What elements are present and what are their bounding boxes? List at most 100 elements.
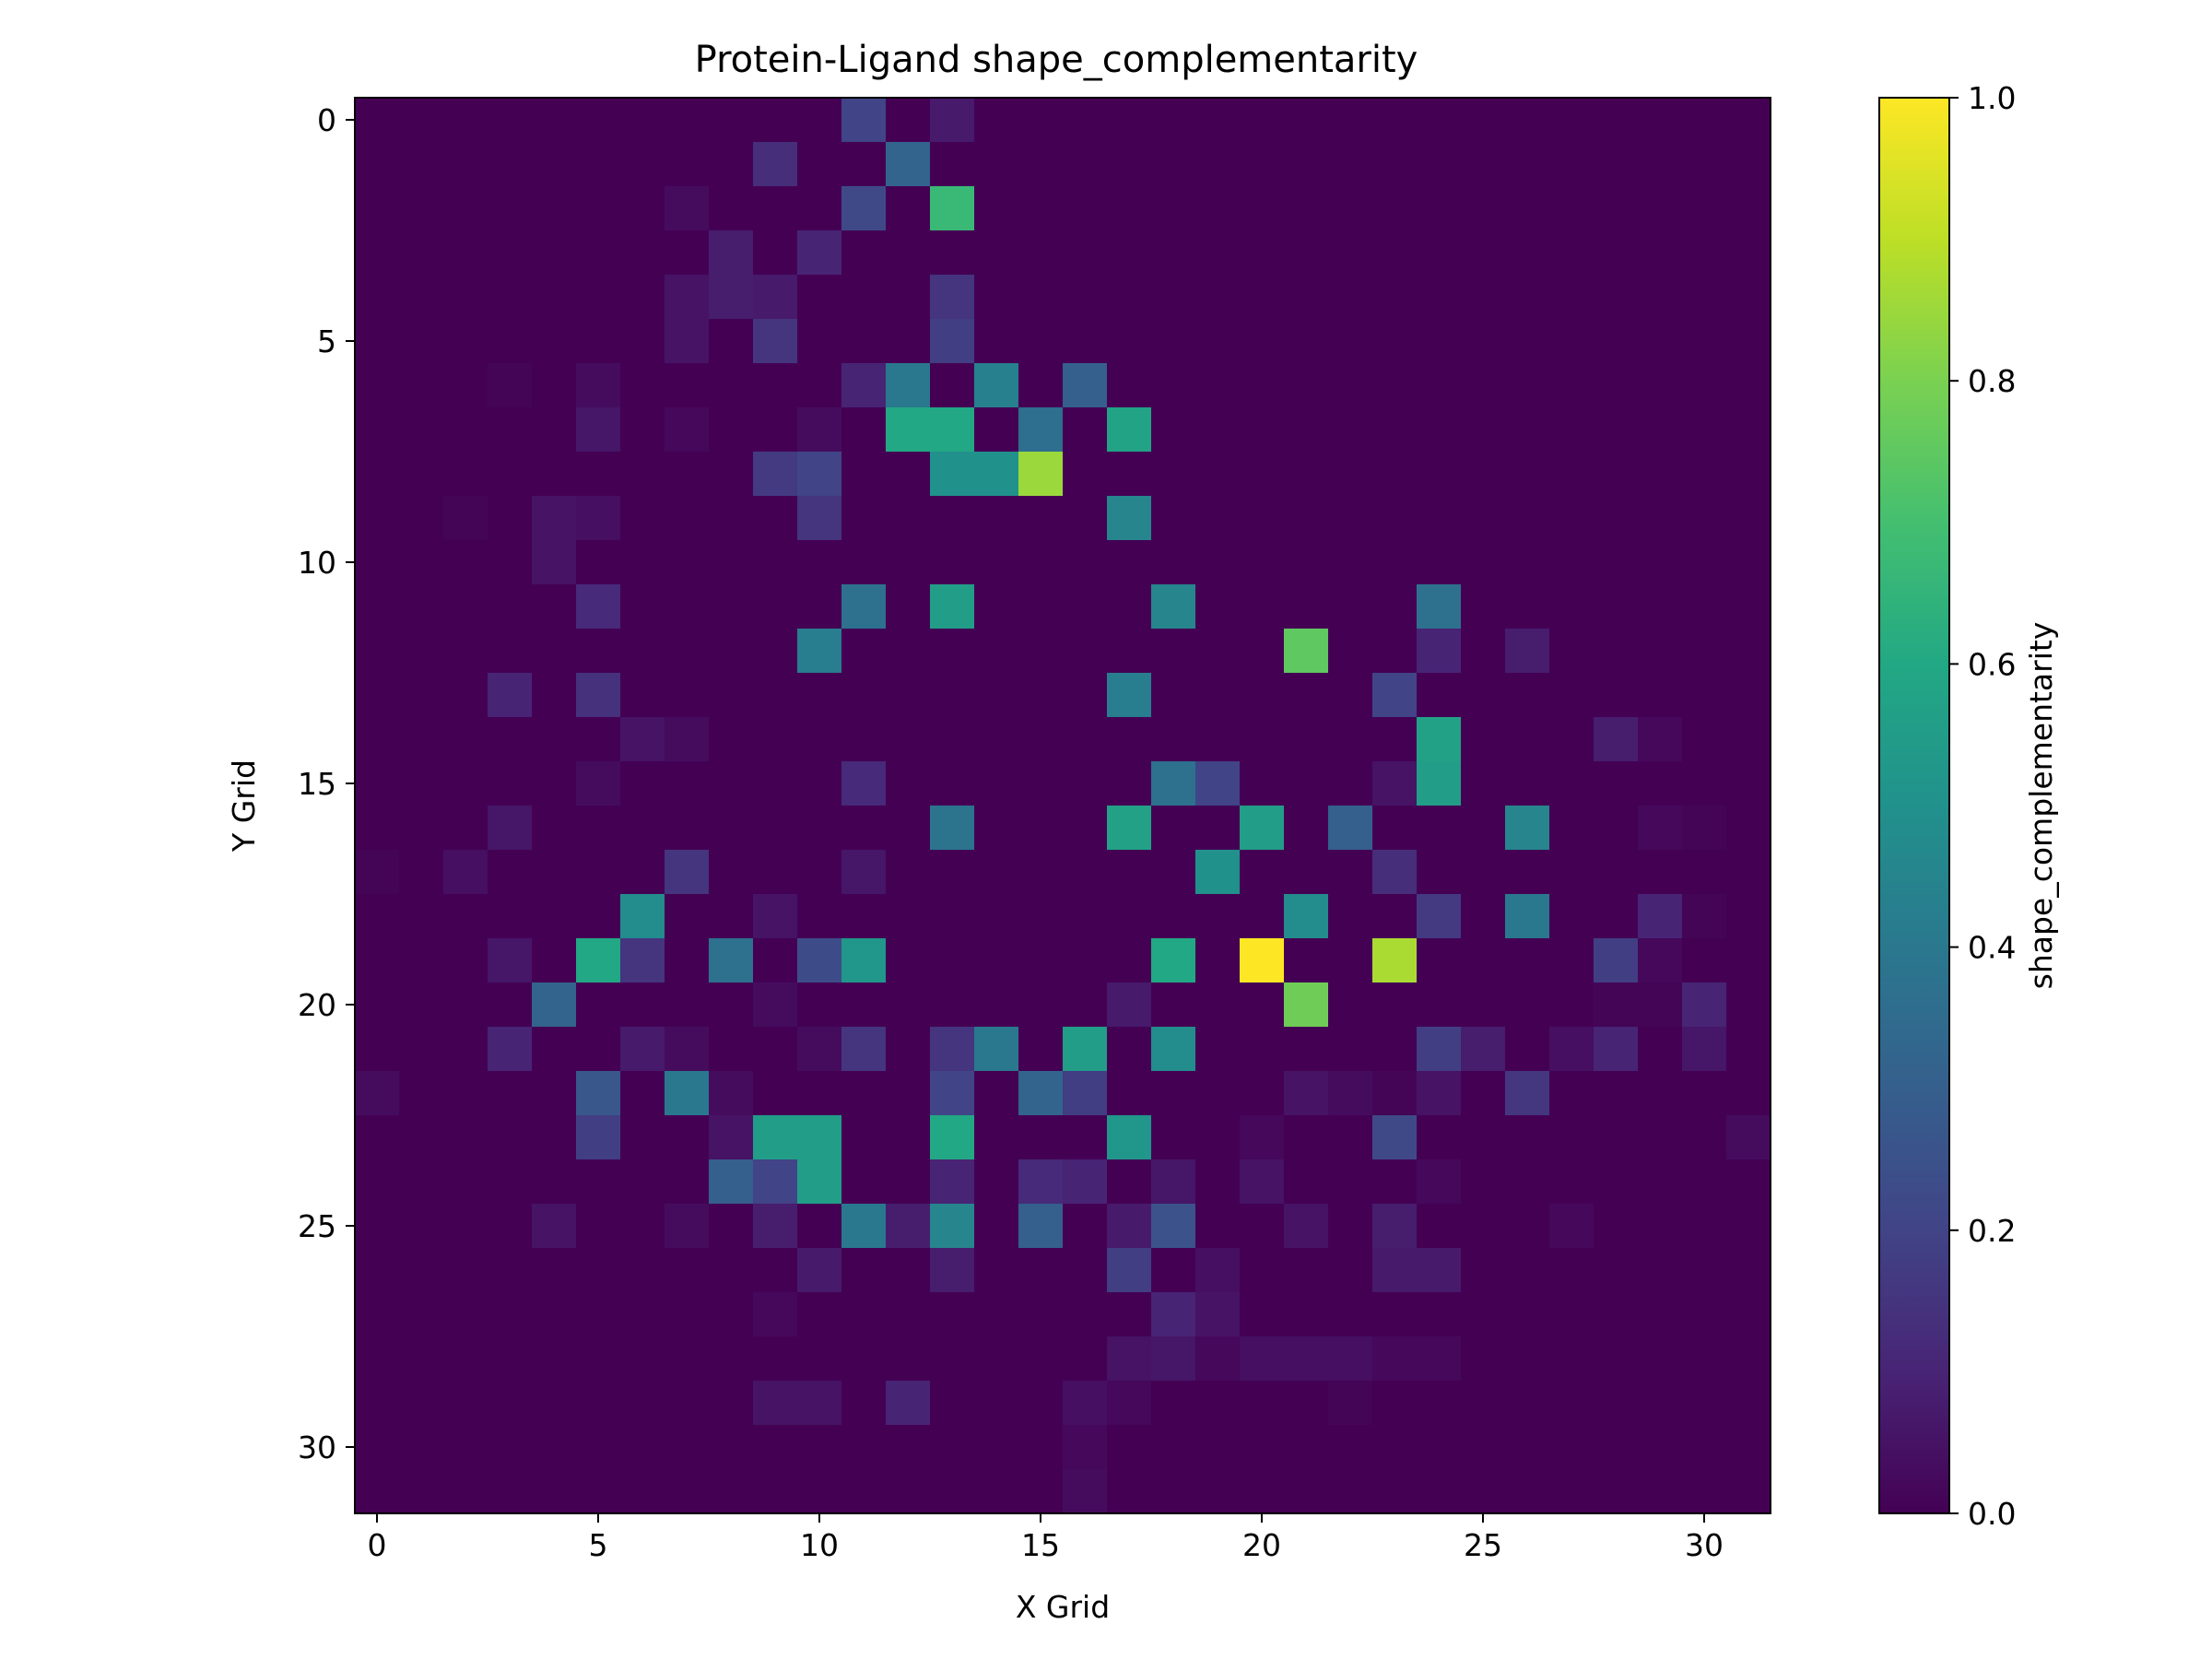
heatmap-cell xyxy=(1284,1381,1329,1426)
heatmap-cell xyxy=(930,584,975,629)
heatmap-cell xyxy=(886,1159,931,1205)
heatmap-cell xyxy=(665,1204,710,1249)
heatmap-cell xyxy=(355,1159,400,1205)
heatmap-cell xyxy=(1195,982,1241,1028)
heatmap-cell xyxy=(1549,1469,1594,1514)
heatmap-cell xyxy=(665,761,710,806)
heatmap-cell xyxy=(1240,938,1285,983)
heatmap-cell xyxy=(841,275,887,320)
heatmap-cell xyxy=(709,319,754,364)
heatmap-cell xyxy=(1638,1381,1683,1426)
heatmap-cell xyxy=(930,319,975,364)
heatmap-cell xyxy=(1063,1381,1108,1426)
heatmap-cell xyxy=(1682,319,1727,364)
heatmap-cell xyxy=(399,629,444,674)
heatmap-cell xyxy=(1240,1248,1285,1293)
heatmap-cell xyxy=(399,98,444,143)
heatmap-cell xyxy=(1284,1336,1329,1382)
heatmap-cell xyxy=(443,319,488,364)
heatmap-cell xyxy=(1726,894,1771,939)
heatmap-cell xyxy=(974,629,1019,674)
heatmap-cell xyxy=(1195,1292,1241,1337)
heatmap-cell xyxy=(443,761,488,806)
heatmap-cell xyxy=(1240,584,1285,629)
plot-frame xyxy=(354,97,1771,1514)
y-tick-label: 20 xyxy=(298,987,336,1023)
heatmap-cell xyxy=(1549,850,1594,895)
heatmap-cell xyxy=(1594,1071,1639,1116)
heatmap-cell xyxy=(399,938,444,983)
heatmap-cell xyxy=(709,1292,754,1337)
heatmap-cell xyxy=(753,806,798,851)
heatmap-cell xyxy=(355,186,400,231)
heatmap-cell xyxy=(1417,1159,1462,1205)
heatmap-cell xyxy=(1240,142,1285,187)
heatmap-cell xyxy=(1284,806,1329,851)
heatmap-cell xyxy=(841,1027,887,1072)
heatmap-cell xyxy=(1195,230,1241,276)
heatmap-cell xyxy=(1638,363,1683,408)
heatmap-cell xyxy=(443,275,488,320)
heatmap-cell xyxy=(1018,938,1064,983)
heatmap-cell xyxy=(1151,407,1196,453)
heatmap-cell xyxy=(1240,319,1285,364)
heatmap-cell xyxy=(665,1248,710,1293)
heatmap-cell xyxy=(1726,806,1771,851)
heatmap-cell xyxy=(930,629,975,674)
heatmap-cell xyxy=(1417,584,1462,629)
heatmap-cell xyxy=(620,452,665,497)
heatmap-cell xyxy=(488,673,533,718)
heatmap-cell xyxy=(1417,540,1462,585)
heatmap-cell xyxy=(1240,673,1285,718)
heatmap-cell xyxy=(1195,1381,1241,1426)
heatmap-cell xyxy=(1417,98,1462,143)
heatmap-cell xyxy=(1549,496,1594,541)
heatmap-cell xyxy=(974,98,1019,143)
heatmap-cell xyxy=(399,673,444,718)
heatmap-cell xyxy=(1372,230,1418,276)
heatmap-cell xyxy=(1107,850,1152,895)
heatmap-cell xyxy=(753,584,798,629)
heatmap-cell xyxy=(1195,673,1241,718)
heatmap-cell xyxy=(399,982,444,1028)
heatmap-cell xyxy=(1063,363,1108,408)
heatmap-cell xyxy=(1461,1425,1506,1470)
heatmap-cell xyxy=(399,806,444,851)
heatmap-cell xyxy=(886,673,931,718)
heatmap-cell xyxy=(1638,1425,1683,1470)
heatmap-cell xyxy=(974,275,1019,320)
heatmap-cell xyxy=(1328,1204,1373,1249)
heatmap-cell xyxy=(841,938,887,983)
heatmap-cell xyxy=(1018,98,1064,143)
heatmap-cell xyxy=(355,850,400,895)
heatmap-cell xyxy=(841,363,887,408)
heatmap-cell xyxy=(841,629,887,674)
heatmap-cell xyxy=(1151,452,1196,497)
heatmap-cell xyxy=(1505,584,1550,629)
heatmap-cell xyxy=(797,850,842,895)
heatmap-cell xyxy=(1240,363,1285,408)
heatmap-cell xyxy=(1195,1204,1241,1249)
heatmap-cell xyxy=(1195,1159,1241,1205)
heatmap-cell xyxy=(355,1204,400,1249)
heatmap-cell xyxy=(620,1027,665,1072)
heatmap-cell xyxy=(1461,1027,1506,1072)
heatmap-cell xyxy=(1638,496,1683,541)
heatmap-cell xyxy=(1505,806,1550,851)
heatmap-cell xyxy=(1461,452,1506,497)
heatmap-cell xyxy=(1151,275,1196,320)
heatmap-cell xyxy=(1594,1027,1639,1072)
heatmap-cell xyxy=(841,806,887,851)
heatmap-cell xyxy=(1372,186,1418,231)
heatmap-cell xyxy=(1284,1115,1329,1160)
heatmap-cell xyxy=(1284,938,1329,983)
heatmap-cell xyxy=(1461,186,1506,231)
heatmap-cell xyxy=(1107,142,1152,187)
heatmap-cell xyxy=(1682,761,1727,806)
heatmap-cell xyxy=(886,275,931,320)
heatmap-cell xyxy=(930,1027,975,1072)
heatmap-cell xyxy=(1594,186,1639,231)
heatmap-cell xyxy=(753,629,798,674)
heatmap-cell xyxy=(1549,761,1594,806)
heatmap-cell xyxy=(886,1248,931,1293)
